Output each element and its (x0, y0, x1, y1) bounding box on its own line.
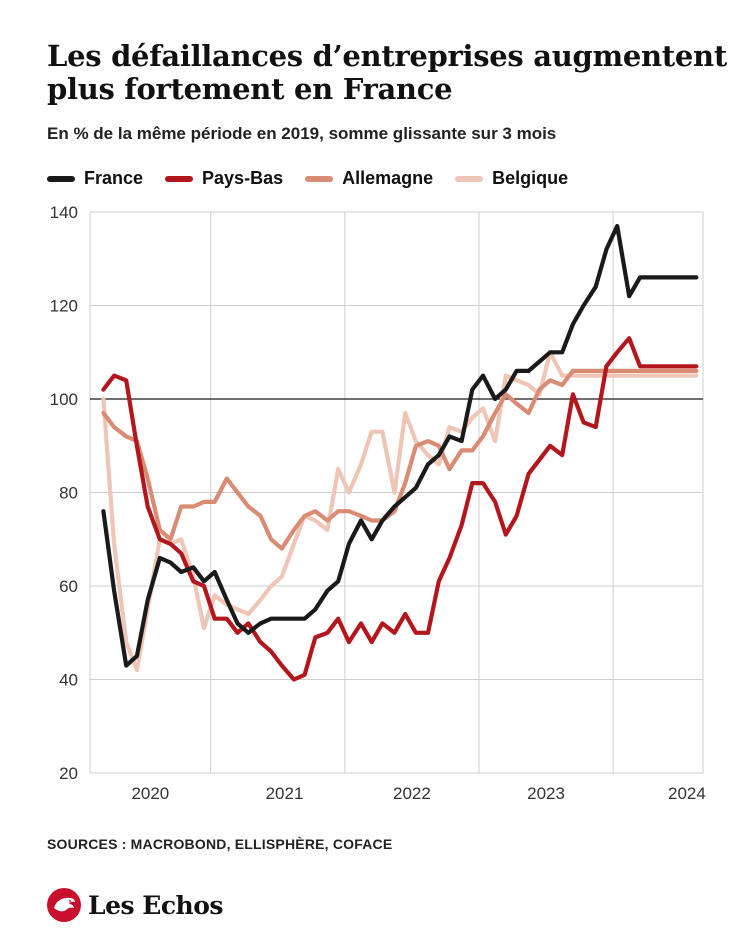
x-tick-label: 2022 (393, 784, 431, 803)
y-tick-label: 120 (50, 297, 78, 316)
y-tick-label: 20 (59, 764, 78, 783)
label-layer: 20 40 60 80 100 120 140 2020 2021 2022 2023 2024 (50, 203, 706, 803)
legend-swatch-france (47, 175, 75, 182)
x-tick-label: 2020 (131, 784, 169, 803)
source-note: SOURCES : MACROBOND, ELLISPHÈRE, COFACE (47, 836, 393, 852)
legend-swatch-pays-bas (165, 175, 194, 182)
chart-legend: France Pays-Bas Allemagne Belgique (47, 168, 590, 189)
series-line-france (101, 223, 699, 668)
chart-subtitle: En % de la même période en 2019, somme g… (47, 124, 557, 143)
legend-swatch-belgique (455, 175, 484, 182)
y-tick-label: 140 (50, 203, 78, 222)
line-chart: 20 40 60 80 100 120 140 2020 2021 2022 2023 2024 (50, 203, 706, 803)
legend-item-pays-bas: Pays-Bas (165, 168, 283, 189)
brand-name: Les Echos (88, 890, 223, 920)
legend-item-belgique: Belgique (455, 168, 568, 189)
y-tick-label: 80 (59, 484, 78, 503)
legend-item-france: France (47, 168, 143, 189)
x-tick-label: 2021 (266, 784, 304, 803)
series-line-belgique (101, 350, 699, 673)
series-line-pays-bas (101, 336, 699, 682)
legend-label-france: France (84, 168, 144, 188)
legend-swatch-allemagne (305, 175, 334, 182)
line-layer (101, 223, 699, 682)
x-tick-label: 2024 (668, 784, 706, 803)
series-line-allemagne (101, 368, 699, 551)
legend-label-belgique: Belgique (492, 168, 569, 188)
y-tick-label: 40 (59, 671, 78, 690)
lion-emblem-icon (47, 888, 81, 922)
legend-item-allemagne: Allemagne (305, 168, 433, 189)
legend-label-pays-bas: Pays-Bas (202, 168, 284, 188)
chart-title: Les défaillances d’entreprises augmenten… (47, 39, 727, 106)
x-tick-label: 2023 (527, 784, 565, 803)
y-tick-label: 60 (59, 577, 78, 596)
y-tick-label: 100 (50, 390, 78, 409)
legend-label-allemagne: Allemagne (342, 168, 434, 188)
brand: Les Echos (46, 887, 223, 923)
